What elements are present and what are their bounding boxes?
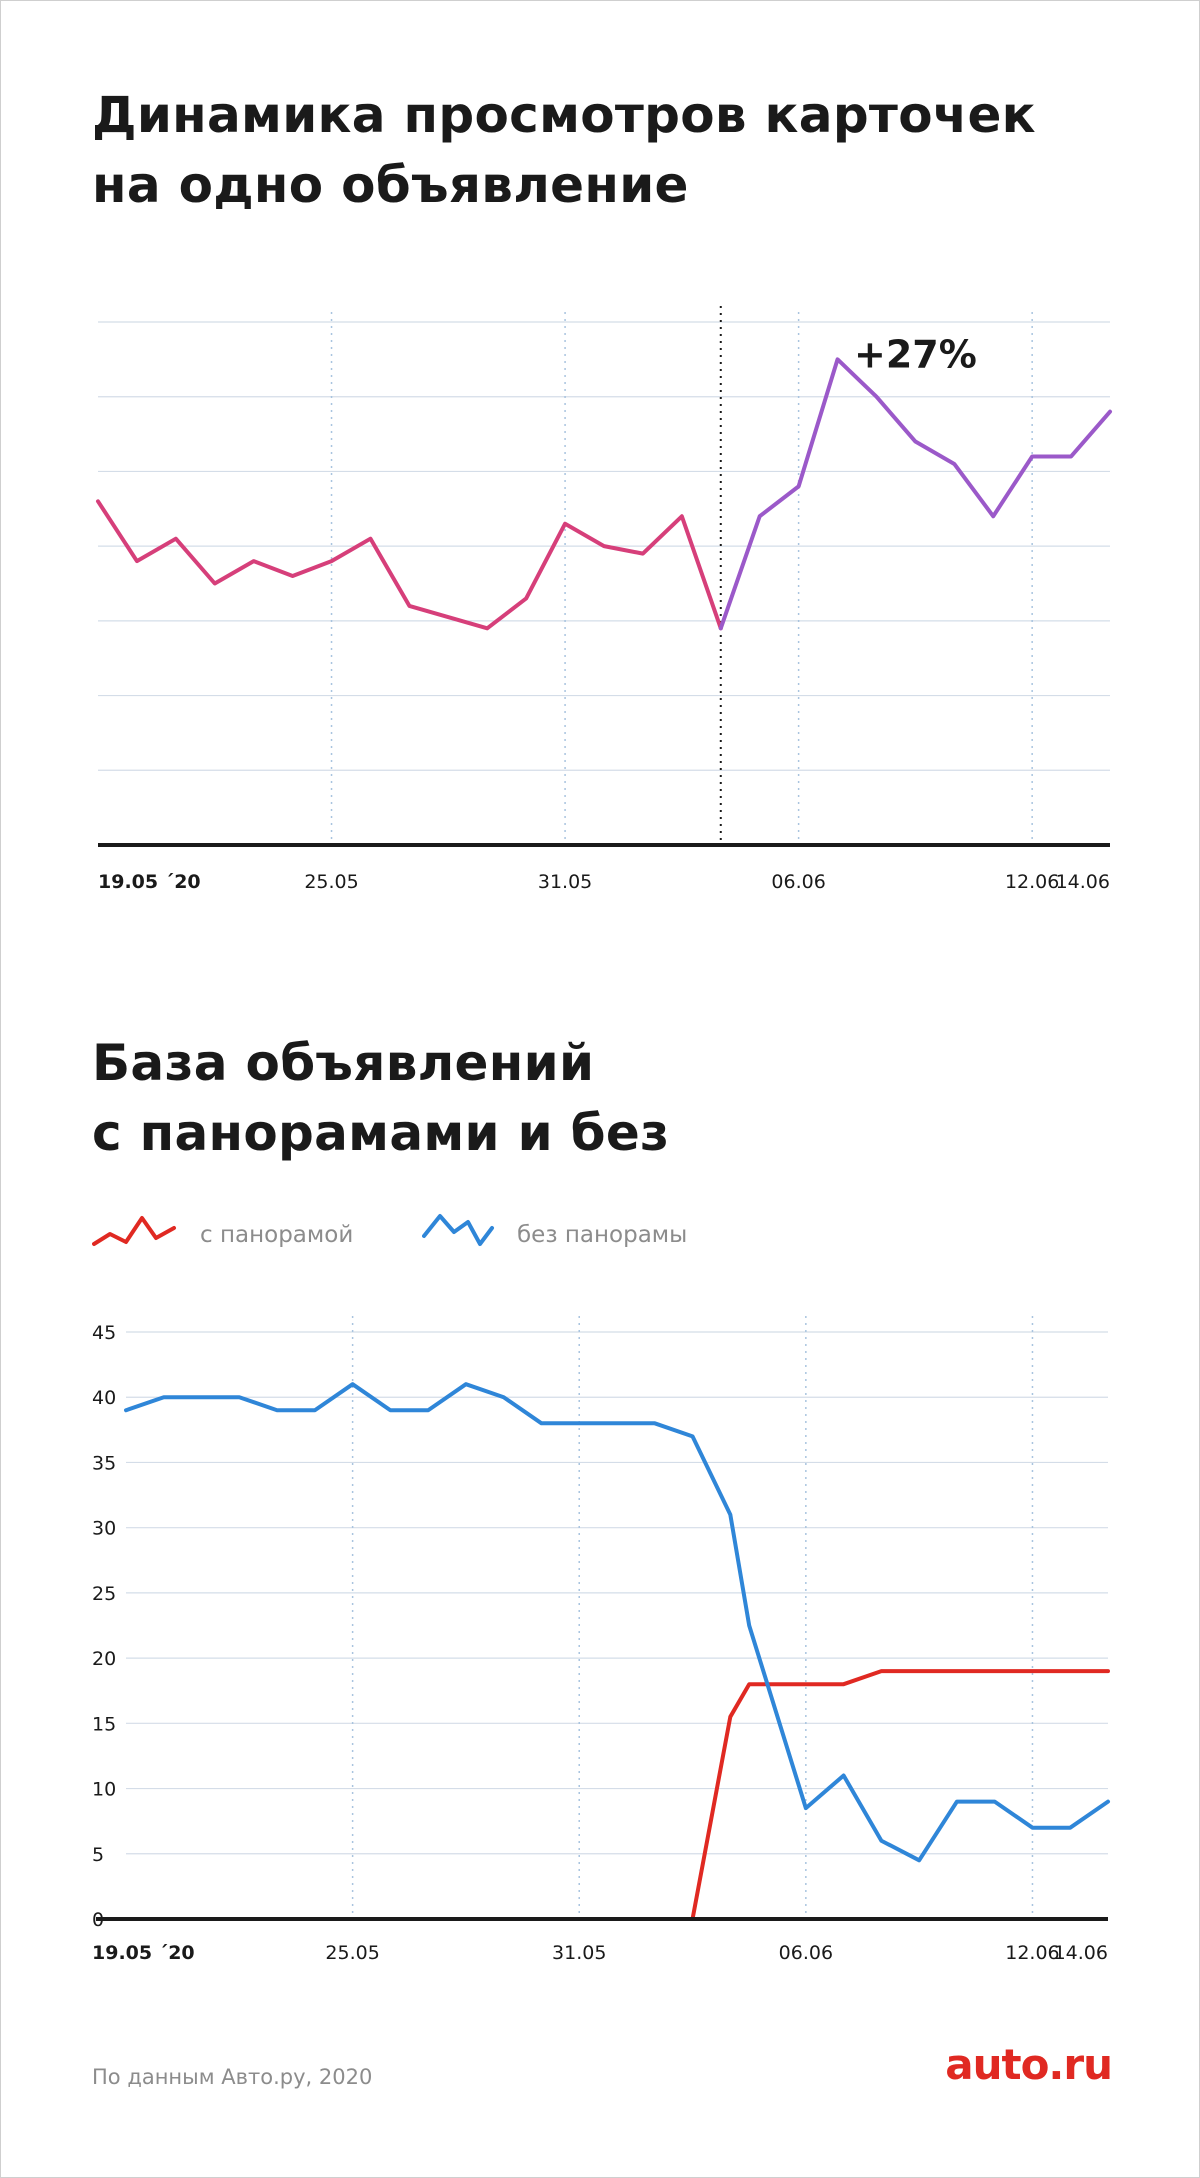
chart2-series-line-without-panorama xyxy=(124,1382,1110,1863)
chart2-y-tick-label: 45 xyxy=(92,1322,116,1344)
chart-2-title: База объявлений с панорамами и без xyxy=(92,1028,669,1168)
chart1-x-tick-label: 12.06 xyxy=(1005,871,1059,893)
listings-chart: 05101520253035404519.05 ´2025.0531.0506.… xyxy=(92,1316,1110,1964)
chart1-x-tick-label: 14.06 xyxy=(1056,871,1110,893)
chart1-series-line-after xyxy=(718,357,1112,631)
chart1-x-tick-label: 06.06 xyxy=(771,871,825,893)
chart2-y-tick-label: 15 xyxy=(92,1713,116,1735)
chart2-y-tick-label: 30 xyxy=(92,1518,116,1540)
footer-source: По данным Авто.ру, 2020 xyxy=(92,2065,373,2089)
chart2-x-tick-label: 14.06 xyxy=(1054,1942,1108,1964)
chart1-x-tick-label: 19.05 ´20 xyxy=(98,871,201,893)
auto-ru-logo[interactable]: auto.ru xyxy=(945,2040,1113,2089)
chart2-y-tick-label: 10 xyxy=(92,1779,116,1801)
chart2-x-tick-label: 06.06 xyxy=(779,1942,833,1964)
chart2-y-tick-label: 20 xyxy=(92,1648,116,1670)
chart2-x-tick-label: 19.05 ´20 xyxy=(92,1942,195,1964)
chart2-y-tick-label: 40 xyxy=(92,1387,116,1409)
chart-2-title-line-1: База объявлений xyxy=(92,1034,595,1092)
chart2-y-tick-label: 35 xyxy=(92,1452,116,1474)
chart-2-title-line-2: с панорамами и без xyxy=(92,1104,670,1162)
chart2-x-tick-label: 31.05 xyxy=(552,1942,606,1964)
chart1-annotation-label: +27% xyxy=(854,332,977,376)
chart1-x-tick-label: 31.05 xyxy=(538,871,592,893)
legend-swatch-without-panorama-icon xyxy=(422,1214,494,1246)
chart1-series-line-before xyxy=(96,499,723,631)
chart2-x-tick-label: 25.05 xyxy=(325,1942,379,1964)
legend-swatch-with-panorama-icon xyxy=(92,1216,176,1246)
chart-1-title-line-1: Динамика просмотров карточек xyxy=(92,86,1036,144)
chart2-y-tick-label: 5 xyxy=(92,1844,104,1866)
chart-1-title: Динамика просмотров карточек на одно объ… xyxy=(92,80,1036,220)
chart-1-title-line-2: на одно объявление xyxy=(92,156,689,214)
legend-label-without-panorama: без панорамы xyxy=(517,1222,688,1248)
chart2-x-tick-label: 12.06 xyxy=(1005,1942,1059,1964)
chart2-y-tick-label: 25 xyxy=(92,1583,116,1605)
legend-label-with-panorama: с панорамой xyxy=(200,1222,354,1248)
chart2-series-line-with-panorama xyxy=(124,1669,1110,1921)
chart1-x-tick-label: 25.05 xyxy=(304,871,358,893)
